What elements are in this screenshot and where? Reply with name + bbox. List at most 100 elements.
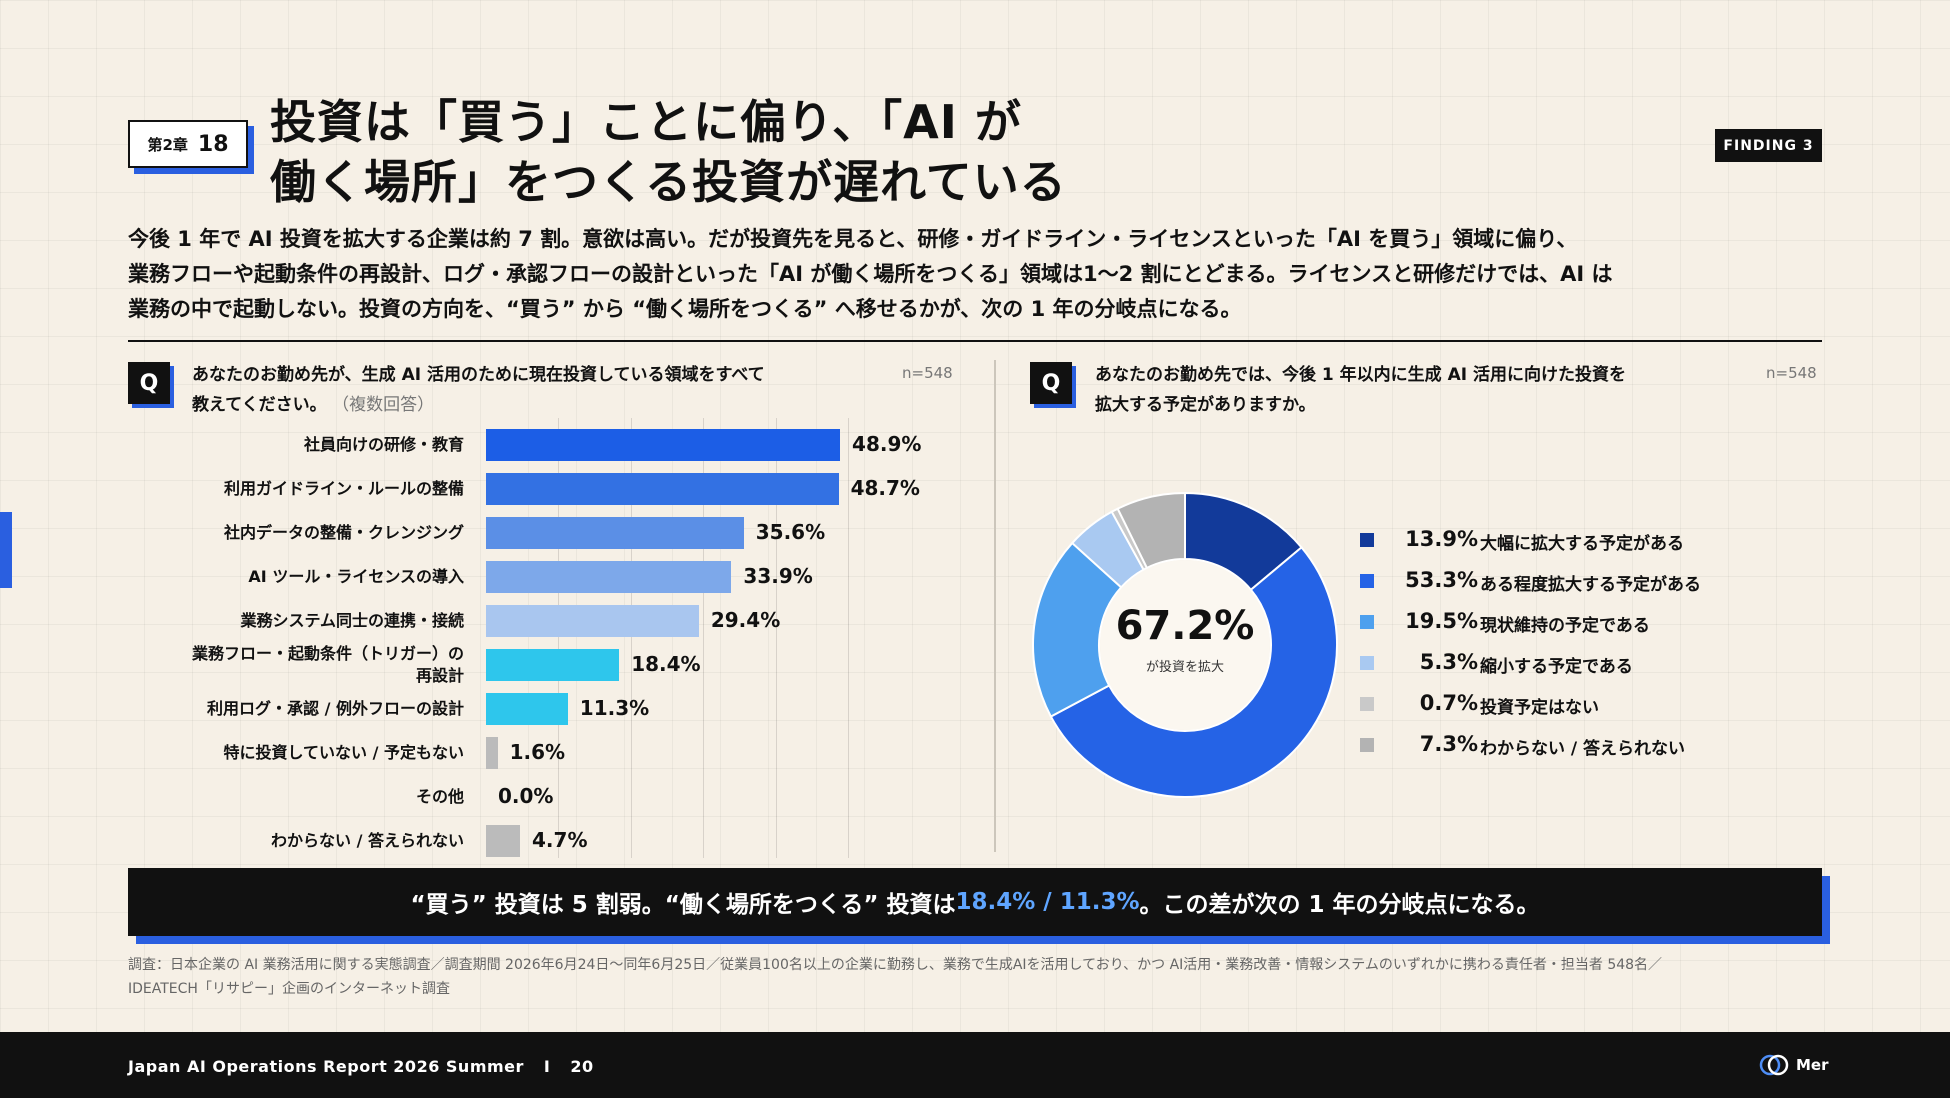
footer-report-name: Japan AI Operations Report 2026 Summer: [128, 1057, 524, 1076]
bar-category-label: 社内データの整備・クレンジング: [124, 522, 464, 544]
legend-value: 5.3%: [1419, 650, 1478, 674]
legend-value: 19.5%: [1405, 609, 1478, 633]
header-rule: [128, 340, 1822, 342]
donut-slice: [1116, 491, 1186, 570]
bar-value-label: 1.6%: [509, 740, 566, 764]
legend-label: 投資予定はない: [1480, 698, 1599, 718]
callout-banner: “買う” 投資は 5 割弱。“働く場所をつくる” 投資は 18.4% / 11.…: [128, 868, 1822, 936]
callout-highlight: 18.4% / 11.3%: [955, 889, 1140, 915]
bar-category-label-line: 再設計: [415, 666, 464, 685]
legend-label: ある程度拡大する予定がある: [1480, 575, 1701, 595]
bar-gridline: [848, 418, 849, 858]
bar-category-label-line: AI ツール・ライセンスの導入: [248, 567, 464, 586]
bar-category-label: 利用ガイドライン・ルールの整備: [124, 478, 464, 500]
page-title-line2: 働く場所」をつくる投資が遅れている: [270, 155, 1067, 209]
bar-category-label-line: 利用ガイドライン・ルールの整備: [223, 479, 464, 498]
bar: [486, 693, 568, 725]
bar: [486, 737, 498, 769]
legend-swatch: [1360, 615, 1374, 629]
bar-gridline: [630, 418, 632, 858]
page-title: 投資は「買う」ことに偏り、「AI が 働く場所」をつくる投資が遅れている: [270, 92, 1470, 212]
finding-tag: FINDING 3: [1715, 129, 1822, 162]
bar-value-label: 35.6%: [755, 520, 826, 544]
question-left-line2: 教えてください。: [192, 395, 327, 415]
bar-gridline: [775, 418, 777, 858]
question-right-line1: あなたのお勤め先では、今後 1 年以内に生成 AI 活用に向けた投資を: [1095, 365, 1626, 385]
bar-category-label-line: 業務フロー・起動条件（トリガー）の: [191, 644, 464, 663]
question-left-line1: あなたのお勤め先が、生成 AI 活用のために現在投資している領域をすべて: [192, 365, 765, 385]
question-icon-left: Q: [128, 362, 170, 404]
bar-category-label-line: 社内データの整備・クレンジング: [223, 523, 464, 542]
bar-category-label: AI ツール・ライセンスの導入: [124, 566, 464, 588]
donut-center-label: が投資を拡大: [1145, 660, 1224, 675]
legend-swatch: [1360, 697, 1374, 711]
bar-value-label: 4.7%: [532, 828, 588, 852]
bar: [486, 429, 841, 461]
question-text-right: あなたのお勤め先では、今後 1 年以内に生成 AI 活用に向けた投資を 拡大する…: [1095, 360, 1695, 420]
bar-category-label: 業務システム同士の連携・接続: [124, 610, 464, 632]
legend-value: 53.3%: [1405, 568, 1478, 592]
bar-value-label: 18.4%: [631, 652, 701, 676]
legend-swatch: [1360, 574, 1374, 588]
callout-pre: “買う” 投資は 5 割弱。“働く場所をつくる” 投資は: [410, 892, 956, 918]
bar: [486, 561, 732, 593]
bar: [486, 473, 839, 505]
brand-logo-icon: [1759, 1054, 1789, 1076]
bar-value-label: 11.3%: [579, 696, 650, 720]
source-note: 調査：日本企業の AI 業務活用に関する実態調査／調査期間 2026年6月24日…: [128, 953, 1828, 1001]
donut-center-value: 67.2%: [1115, 603, 1255, 649]
chapter-label: 第2章: [147, 135, 188, 154]
lead-text: 今後 1 年で AI 投資を拡大する企業は約 7 割。意欲は高い。だが投資先を見…: [128, 222, 1828, 327]
bar: [486, 825, 521, 857]
lead-line2: 業務フローや起動条件の再設計、ログ・承認フローの設計といった「AI が働く場所を…: [128, 262, 1613, 286]
legend-label: 大幅に拡大する予定がある: [1480, 534, 1684, 554]
chapter-badge: 第2章 18: [128, 120, 248, 168]
legend-label: わからない / 答えられない: [1480, 739, 1686, 759]
side-accent-strip: [0, 512, 12, 588]
legend-label: 縮小する予定である: [1480, 657, 1633, 677]
bar-category-label: 社員向けの研修・教育: [124, 434, 464, 456]
bar-gridline: [558, 418, 560, 858]
question-text-left: あなたのお勤め先が、生成 AI 活用のために現在投資している領域をすべて 教えて…: [192, 360, 892, 420]
legend-value: 13.9%: [1405, 527, 1478, 551]
legend-label: 現状維持の予定である: [1480, 616, 1650, 636]
bar-gridline: [703, 418, 705, 858]
brand-logo: Mer: [1758, 1052, 1829, 1078]
brand-logo-text: Mer: [1796, 1056, 1829, 1074]
bar-category-label: わからない / 答えられない: [124, 830, 464, 852]
bar-category-label-line: わからない / 答えられない: [271, 831, 464, 850]
chapter-number: 18: [197, 131, 229, 157]
legend-value: 0.7%: [1419, 691, 1478, 715]
source-line1: 調査：日本企業の AI 業務活用に関する実態調査／調査期間 2026年6月24日…: [128, 957, 1663, 973]
legend-swatch: [1360, 656, 1374, 670]
bar-category-label: その他: [124, 786, 464, 808]
bar: [486, 649, 620, 681]
page-title-line1: 投資は「買う」ことに偏り、「AI が: [270, 95, 1022, 149]
bar-value-label: 48.9%: [852, 432, 922, 456]
question-icon-right: Q: [1030, 362, 1072, 404]
legend-swatch: [1360, 533, 1374, 547]
bar-category-label-line: 利用ログ・承認 / 例外フローの設計: [207, 699, 464, 718]
callout-post: 。この差が次の 1 年の分岐点になる。: [1139, 892, 1540, 918]
donut-slice: [1032, 541, 1123, 718]
legend-value: 7.3%: [1419, 732, 1478, 756]
donut-svg: [1032, 491, 1338, 798]
footer-page-number: 20: [570, 1057, 594, 1076]
bar-value-label: 33.9%: [743, 564, 813, 588]
bar-category-label-line: 社員向けの研修・教育: [303, 435, 464, 454]
lead-line3: 業務の中で起動しない。投資の方向を、“買う” から “働く場所をつくる” へ移せ…: [128, 297, 1242, 321]
donut-chart: [1025, 485, 1345, 805]
donut-hole: [1100, 560, 1270, 730]
bar-category-label-line: 特に投資していない / 予定もない: [223, 743, 464, 762]
bar-value-label: 48.7%: [850, 476, 920, 500]
question-left-note: （複数回答）: [340, 395, 435, 415]
source-line2: IDEATECH「リサピー」企画のインターネット調査: [128, 981, 450, 997]
bar: [486, 517, 744, 549]
bar-category-label: 利用ログ・承認 / 例外フローの設計: [124, 698, 464, 720]
bar-value-label: 0.0%: [498, 784, 554, 808]
sample-size-left: n=548: [902, 364, 953, 382]
legend-swatch: [1360, 738, 1374, 752]
question-right-line2: 拡大する予定がありますか。: [1095, 395, 1316, 415]
footer-bar: [0, 1032, 1950, 1098]
bar-category-label-line: その他: [415, 787, 464, 806]
